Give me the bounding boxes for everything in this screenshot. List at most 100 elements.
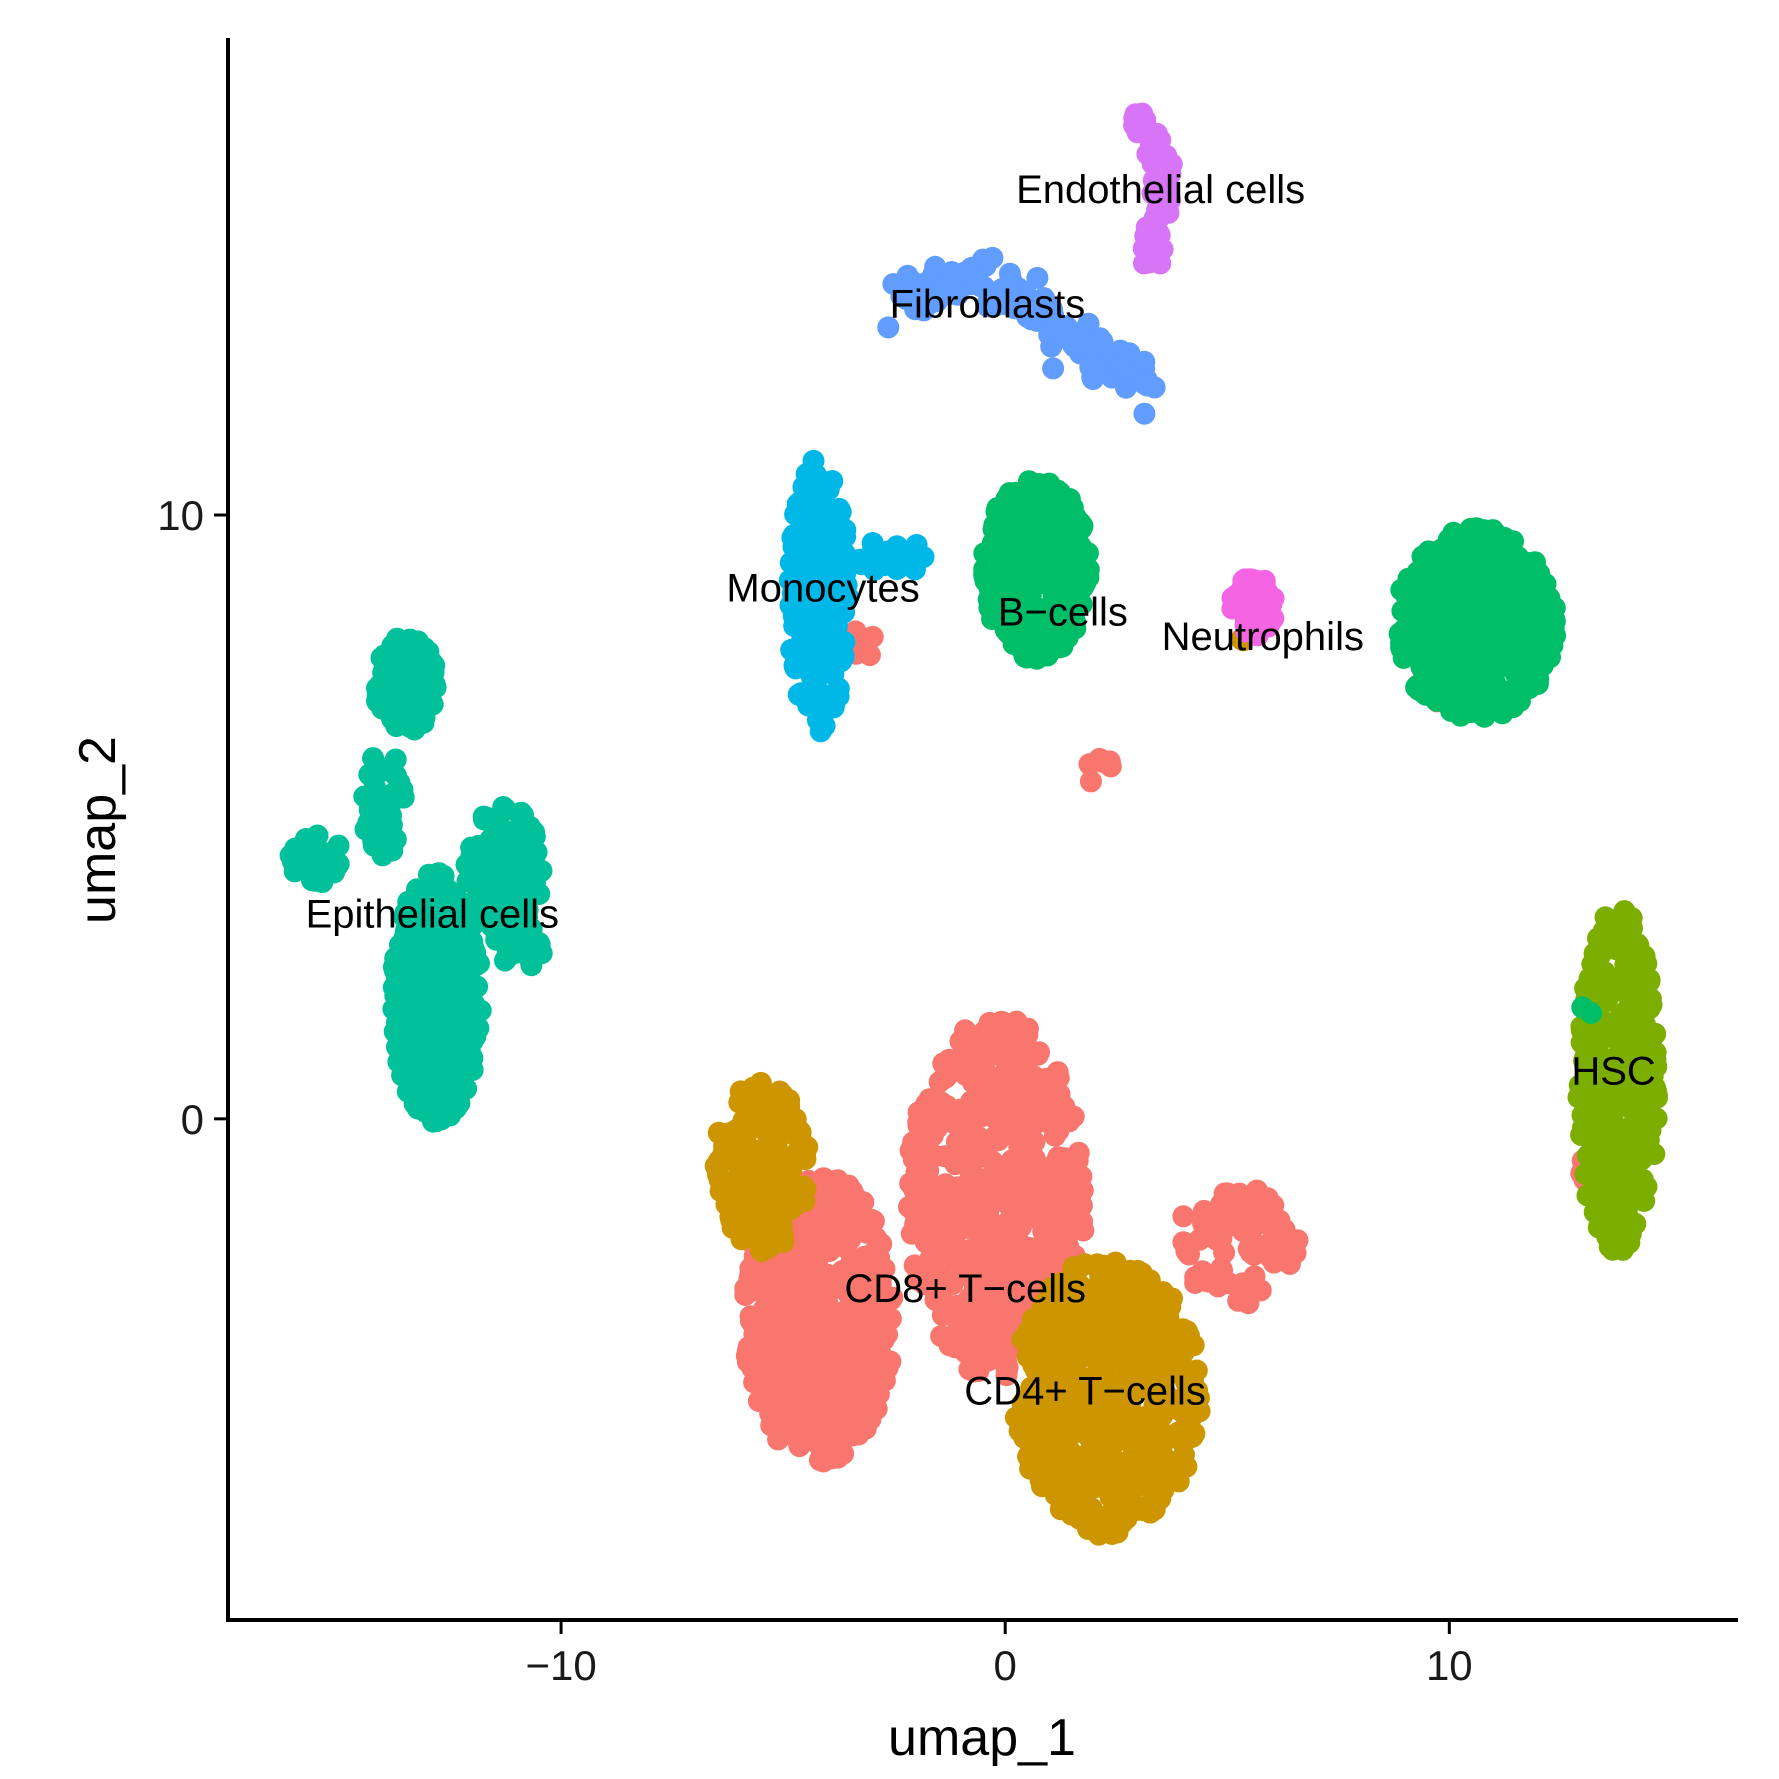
- data-point: [1079, 770, 1102, 793]
- data-point: [1231, 1272, 1254, 1295]
- data-point: [424, 944, 447, 967]
- x-tick-label: 10: [1426, 1642, 1473, 1689]
- data-point: [400, 1033, 423, 1056]
- data-point: [985, 517, 1008, 540]
- x-tick-label: 0: [994, 1642, 1017, 1689]
- data-point: [381, 783, 404, 806]
- data-point: [802, 449, 825, 472]
- data-point: [820, 1212, 843, 1234]
- data-point: [1242, 1243, 1265, 1266]
- y-tick-label: 10: [157, 492, 204, 539]
- cluster-points-endothelial-cells: [1123, 102, 1183, 275]
- data-point: [411, 985, 434, 1008]
- data-point: [977, 1036, 1000, 1059]
- points-layer: [279, 102, 1668, 1546]
- data-point: [388, 1011, 411, 1034]
- cluster-points-neutrophils: [1221, 568, 1285, 647]
- data-point: [828, 1341, 851, 1364]
- cluster-points-cd4-t-cells: [704, 623, 1263, 1546]
- data-point: [1172, 1205, 1195, 1228]
- data-point: [969, 275, 992, 298]
- data-point: [492, 796, 515, 818]
- x-tick-label: −10: [525, 1642, 596, 1689]
- data-point: [1095, 1355, 1118, 1377]
- data-point: [749, 1071, 772, 1094]
- data-point: [1537, 646, 1560, 669]
- data-point: [1139, 1501, 1162, 1524]
- data-point: [1479, 643, 1502, 666]
- data-point: [1571, 996, 1594, 1019]
- data-point: [849, 548, 872, 571]
- data-point: [467, 1017, 490, 1040]
- data-point: [1132, 1357, 1155, 1380]
- data-point: [959, 1030, 982, 1053]
- data-point: [935, 1201, 958, 1224]
- data-point: [1597, 983, 1620, 1006]
- data-point: [1030, 303, 1053, 326]
- cluster-label-epithelial-cells: Epithelial cells: [306, 893, 559, 937]
- data-point: [912, 1258, 935, 1281]
- data-point: [753, 1359, 775, 1382]
- data-point: [987, 1161, 1010, 1184]
- data-point: [758, 1091, 781, 1114]
- data-point: [1520, 555, 1543, 578]
- data-point: [1049, 1223, 1071, 1246]
- data-point: [861, 625, 884, 648]
- data-point: [771, 1346, 794, 1369]
- data-point: [785, 1177, 808, 1199]
- data-point: [1013, 645, 1036, 668]
- data-point: [811, 1293, 834, 1316]
- cluster-label-b-cells: B−cells: [998, 591, 1128, 635]
- data-point: [813, 714, 836, 737]
- data-point: [759, 1402, 782, 1425]
- data-point: [810, 1315, 833, 1338]
- data-point: [1002, 536, 1025, 559]
- data-point: [1644, 1044, 1667, 1067]
- data-point: [868, 1318, 891, 1341]
- data-point: [1027, 1164, 1050, 1187]
- data-point: [1180, 1426, 1203, 1449]
- data-point: [1150, 188, 1173, 211]
- data-point: [1472, 601, 1495, 624]
- data-point: [1476, 545, 1499, 567]
- data-point: [462, 979, 485, 1001]
- data-point: [385, 693, 408, 716]
- data-point: [781, 1268, 804, 1291]
- data-point: [421, 914, 444, 937]
- data-point: [1597, 1016, 1620, 1039]
- data-point: [881, 1286, 904, 1309]
- data-point: [749, 1163, 772, 1186]
- data-point: [916, 1176, 939, 1198]
- data-point: [829, 501, 852, 523]
- data-point: [1033, 1379, 1056, 1402]
- data-point: [502, 870, 525, 893]
- data-point: [976, 295, 999, 318]
- data-point: [1005, 1010, 1028, 1033]
- cluster-points-monocytes: [778, 449, 935, 743]
- data-point: [1020, 554, 1043, 577]
- data-point: [938, 276, 961, 299]
- data-point: [1127, 1323, 1150, 1346]
- data-point: [357, 811, 380, 834]
- data-point: [785, 1363, 807, 1386]
- data-point: [1590, 1046, 1613, 1069]
- data-point: [386, 627, 409, 650]
- data-point: [1042, 1302, 1065, 1325]
- data-point: [926, 1116, 949, 1139]
- data-point: [1278, 1252, 1301, 1275]
- data-point: [1032, 1193, 1055, 1216]
- data-point: [1066, 512, 1089, 535]
- data-point: [833, 1177, 856, 1200]
- data-point: [1639, 988, 1662, 1010]
- data-point: [288, 847, 311, 869]
- data-point: [786, 1332, 809, 1355]
- data-point: [425, 882, 448, 904]
- data-point: [358, 763, 381, 786]
- data-point: [327, 834, 350, 857]
- data-point: [1576, 1025, 1599, 1048]
- data-point: [418, 863, 440, 886]
- data-point: [1124, 103, 1147, 126]
- data-point: [1193, 1199, 1215, 1222]
- data-point: [1037, 1071, 1060, 1094]
